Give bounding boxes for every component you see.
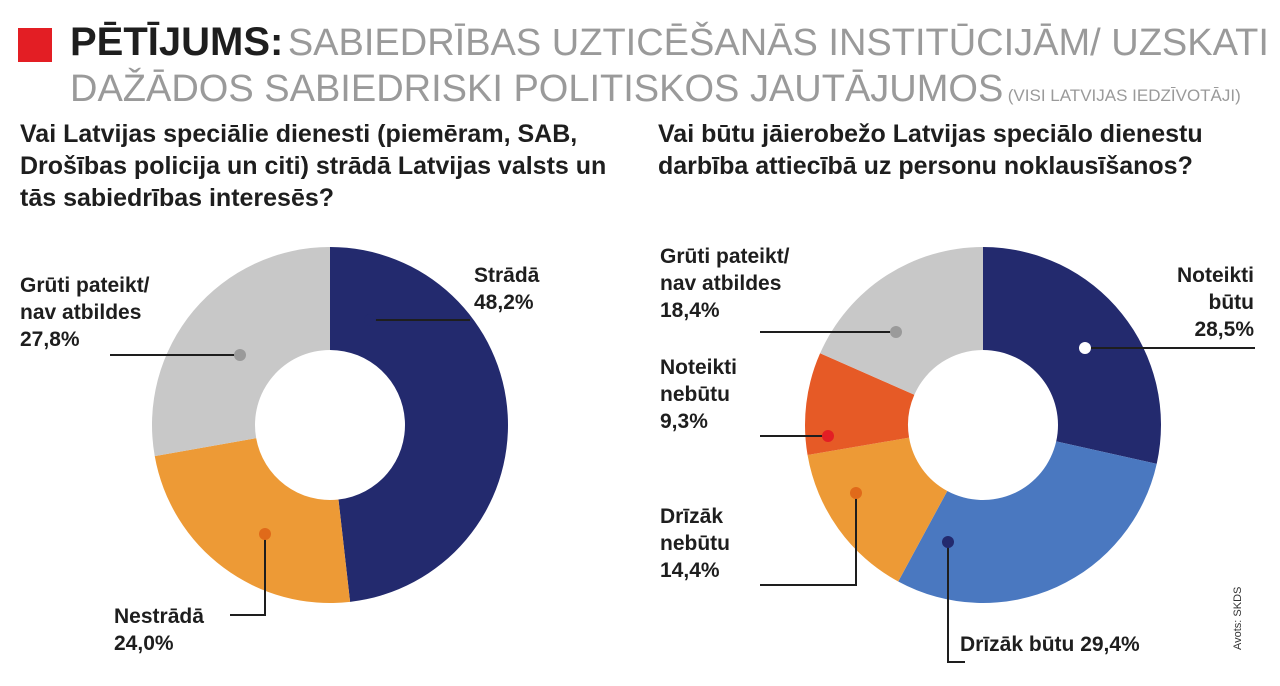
slice-name: Grūti pateikt/ nav atbildes — [660, 245, 790, 295]
slice-value: 9,3% — [660, 410, 708, 433]
leader-chart-2-0-dot — [1079, 342, 1091, 354]
chart-2-slice-label-1: Drīzāk būtu 29,4% — [960, 631, 1140, 658]
donut-slice-1 — [898, 441, 1157, 603]
leader-chart-1-0-dot — [364, 314, 376, 326]
chart-2-slice-label-0: Noteikti būtu 28,5% — [1100, 262, 1254, 343]
leader-chart-1-1-dot — [259, 528, 271, 540]
donut-slice-0 — [330, 247, 508, 602]
chart-1-slice-label-1: Nestrādā 24,0% — [114, 603, 204, 657]
leader-chart-1-1 — [230, 534, 266, 616]
donut-slice-4 — [820, 247, 983, 395]
leader-lines — [110, 314, 1255, 663]
chart-1-question: Vai Latvijas speciālie dienesti (piemēra… — [20, 120, 607, 212]
chart-1-slice-label-0: Strādā 48,2% — [474, 262, 539, 316]
red-square-marker — [18, 28, 52, 62]
chart-2-slice-label-4: Grūti pateikt/ nav atbildes 18,4% — [660, 243, 790, 324]
source-note: Avots: SKDS — [1232, 586, 1244, 650]
leader-chart-1-2-dot — [234, 349, 246, 361]
slice-value: 27,8% — [20, 328, 80, 351]
chart-2-slice-label-3: Noteikti nebūtu 9,3% — [660, 354, 737, 435]
chart-1-slice-label-2: Grūti pateikt/ nav atbildes 27,8% — [20, 272, 150, 353]
chart-2-donut — [805, 247, 1161, 603]
leader-chart-2-2 — [760, 493, 857, 586]
donut-slice-1 — [154, 438, 351, 603]
donut-slice-2 — [807, 437, 948, 582]
leader-chart-2-3-dot — [822, 430, 834, 442]
leader-chart-2-2-dot — [850, 487, 862, 499]
slice-name: Nestrādā — [114, 605, 204, 628]
slice-value: 18,4% — [660, 299, 720, 322]
slice-value: 48,2% — [474, 291, 534, 314]
header-title-line-2: DAŽĀDOS SABIEDRISKI POLITISKOS JAUTĀJUMO… — [70, 68, 1004, 110]
donut-slice-0 — [983, 247, 1161, 464]
slice-name: Drīzāk nebūtu — [660, 505, 730, 555]
chart-2-question: Vai būtu jāierobežo Latvijas speciālo di… — [658, 120, 1203, 180]
slice-name: Noteikti būtu — [1176, 264, 1254, 314]
slice-name: Drīzāk būtu — [960, 633, 1075, 656]
header-line-1: PĒTĪJUMS: SABIEDRĪBAS UZTICĒŠANĀS INSTIT… — [70, 20, 1269, 65]
leader-chart-2-1 — [947, 542, 965, 663]
chart-2-slice-label-2: Drīzāk nebūtu 14,4% — [660, 503, 730, 584]
slice-value: 29,4% — [1080, 633, 1140, 656]
slice-value: 28,5% — [1194, 318, 1254, 341]
slice-value: 14,4% — [660, 559, 720, 582]
leader-chart-2-4-dot — [890, 326, 902, 338]
chart-1-donut — [152, 247, 508, 603]
header-title-line-1: SABIEDRĪBAS UZTICĒŠANĀS INSTITŪCIJĀM/ UZ… — [287, 22, 1269, 64]
slice-value: 24,0% — [114, 632, 174, 655]
leader-chart-2-1-dot — [942, 536, 954, 548]
slice-name: Noteikti nebūtu — [660, 356, 738, 406]
header-label: PĒTĪJUMS: — [70, 20, 284, 64]
slice-name: Strādā — [474, 264, 540, 287]
slice-name: Grūti pateikt/ nav atbildes — [20, 274, 150, 324]
donut-slice-3 — [805, 353, 915, 456]
header-subtitle: (VISI LATVIJAS IEDZĪVOTĀJI) — [1007, 86, 1241, 105]
header-line-2: DAŽĀDOS SABIEDRISKI POLITISKOS JAUTĀJUMO… — [70, 68, 1241, 111]
